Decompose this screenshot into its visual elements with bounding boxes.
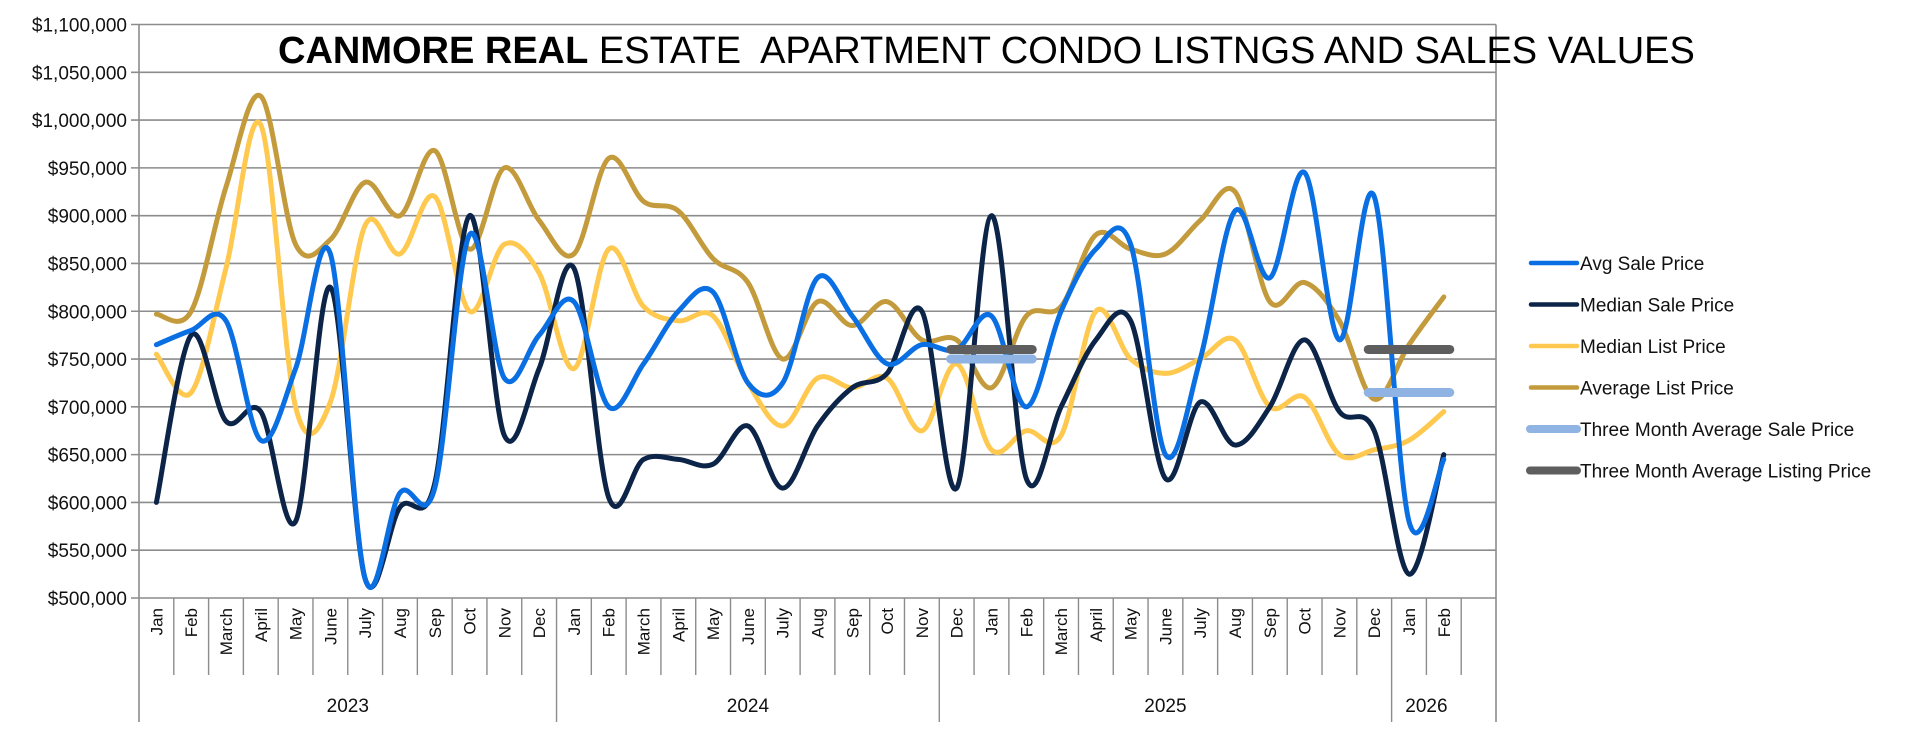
y-tick-label: $600,000 (48, 493, 127, 514)
chart-title-bold: CANMORE REAL (278, 30, 588, 72)
x-tick-label: Dec (530, 608, 549, 639)
x-tick-label: April (1087, 608, 1106, 642)
y-tick-label: $1,000,000 (32, 111, 127, 132)
x-tick-label: Sep (426, 608, 445, 638)
y-axis-tick-labels: $500,000 $550,000 $600,000 $650,000 $700,000… (32, 16, 127, 611)
x-tick-label: Sep (1261, 608, 1280, 638)
x-tick-label: April (252, 608, 271, 642)
x-tick-label: Oct (1296, 608, 1315, 635)
y-tick-label: $550,000 (48, 541, 127, 562)
legend-label-three-month-average-sale-price: Three Month Average Sale Price (1580, 420, 1854, 441)
x-tick-label: Feb (182, 608, 201, 637)
x-tick-label: July (1191, 608, 1210, 639)
x-tick-label: Nov (913, 608, 932, 639)
x-year-group-label: 2024 (727, 696, 770, 717)
series-line-avg-sale-price (153, 169, 1447, 590)
x-tick-label: March (217, 608, 236, 655)
x-tick-label: Jan (565, 608, 584, 635)
axes (138, 24, 1497, 722)
chart-title-rest: ESTATE APARTMENT CONDO LISTNGS AND SALES… (588, 30, 1695, 72)
x-tick-label: July (774, 608, 793, 639)
x-tick-label: May (704, 608, 723, 641)
y-tick-label: $950,000 (48, 159, 127, 180)
y-tick-label: $650,000 (48, 446, 127, 467)
x-year-group-label: 2026 (1405, 696, 1447, 717)
x-tick-label: March (1052, 608, 1071, 655)
x-tick-label: Oct (461, 608, 480, 635)
x-tick-label: July (356, 608, 375, 639)
x-tick-label: Aug (391, 608, 410, 638)
x-tick-label: Nov (1330, 608, 1349, 639)
x-tick-label: Feb (1017, 608, 1036, 637)
x-tick-label: April (669, 608, 688, 642)
x-axis-tick-labels: Jan Feb March April May June July Aug Sep Oct Nov D… (147, 608, 1453, 717)
x-tick-label: Feb (600, 608, 619, 637)
x-tick-label: May (287, 608, 306, 641)
legend-label-three-month-average-listing-price: Three Month Average Listing Price (1580, 462, 1871, 483)
x-tick-label: Feb (1435, 608, 1454, 637)
x-tick-label: Jan (982, 608, 1001, 635)
x-tick-label: May (1122, 608, 1141, 641)
y-tick-label: $750,000 (48, 350, 127, 371)
y-tick-label: $500,000 (48, 589, 127, 610)
x-tick-label: June (739, 608, 758, 645)
x-tick-label: Dec (1365, 608, 1384, 639)
legend-label-average-list-price: Average List Price (1580, 379, 1734, 400)
legend: Avg Sale Price Median Sale Price Median Li… (1526, 254, 1871, 483)
x-tick-label: March (635, 608, 654, 655)
legend-label-median-list-price: Median List Price (1580, 337, 1726, 358)
y-tick-label: $1,050,000 (32, 63, 127, 84)
y-tick-label: $1,100,000 (32, 16, 127, 37)
three-month-average-segments (946, 344, 1455, 397)
x-tick-label: Oct (878, 608, 897, 635)
gridlines (131, 23, 1496, 599)
y-tick-label: $900,000 (48, 207, 127, 228)
legend-label-avg-sale-price: Avg Sale Price (1580, 254, 1704, 275)
y-tick-label: $850,000 (48, 254, 127, 275)
series-lines (153, 92, 1447, 590)
x-year-group-label: 2023 (327, 696, 369, 717)
legend-label-median-sale-price: Median Sale Price (1580, 296, 1734, 317)
series-line-average-list-price (153, 92, 1447, 402)
x-tick-label: Dec (948, 608, 967, 639)
x-tick-label: Aug (1226, 608, 1245, 638)
x-year-group-label: 2025 (1144, 696, 1186, 717)
chart-title: CANMORE REAL ESTATE APARTMENT CONDO LIST… (278, 30, 1695, 72)
x-tick-label: Nov (495, 608, 514, 639)
x-tick-label: Jan (1400, 608, 1419, 635)
x-tick-label: June (321, 608, 340, 645)
y-tick-label: $800,000 (48, 302, 127, 323)
x-tick-label: Jan (147, 608, 166, 635)
x-tick-label: Sep (843, 608, 862, 638)
x-tick-label: June (1156, 608, 1175, 645)
y-tick-label: $700,000 (48, 398, 127, 419)
x-tick-label: Aug (809, 608, 828, 638)
